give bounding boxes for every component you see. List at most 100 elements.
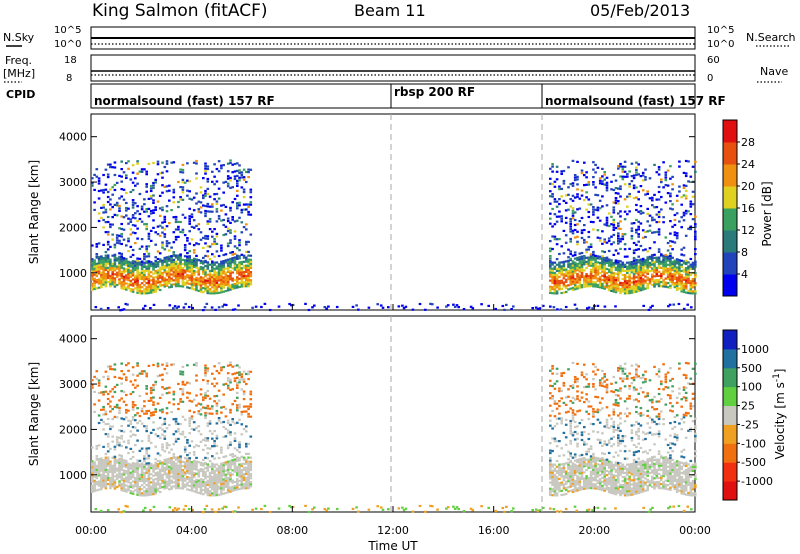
velocity-cell <box>206 389 210 392</box>
power-cell <box>562 269 566 272</box>
power-cell <box>125 276 128 279</box>
power-cell <box>648 177 652 180</box>
power-cell <box>127 283 130 286</box>
velocity-cell <box>578 480 582 483</box>
power-cell <box>220 262 223 265</box>
velocity-cell <box>158 460 162 463</box>
velocity-cell <box>104 453 108 456</box>
velocity-cell <box>549 459 552 462</box>
velocity-cell <box>131 418 135 421</box>
power-cell <box>199 282 203 285</box>
velocity-cell <box>140 467 144 470</box>
power-cell <box>208 284 212 287</box>
power-cell <box>195 242 198 245</box>
power-cell <box>657 283 661 286</box>
velocity-cell <box>140 488 144 491</box>
power-cell <box>614 278 618 282</box>
power-cell <box>564 241 568 244</box>
velocity-cell <box>569 432 572 435</box>
power-cell <box>109 262 112 265</box>
velocity-cell <box>188 417 191 420</box>
power-cell <box>95 287 99 290</box>
velocity-cell <box>549 462 552 465</box>
power-cell <box>603 223 606 226</box>
velocity-cell <box>136 477 139 480</box>
power-cell <box>560 245 563 248</box>
velocity-cell <box>229 478 232 481</box>
power-cell <box>177 274 180 277</box>
power-cell <box>118 204 121 207</box>
power-cell <box>109 188 112 191</box>
power-cell <box>158 274 162 277</box>
power-cell <box>607 280 611 284</box>
velocity-cell <box>122 479 126 482</box>
velocity-cell <box>238 371 241 374</box>
power-cell <box>585 262 588 265</box>
power-cell <box>664 259 668 262</box>
velocity-cell <box>168 391 171 394</box>
velocity-cell <box>576 458 579 461</box>
velocity-cell <box>190 479 194 482</box>
power-cell <box>549 190 552 193</box>
velocity-cell <box>238 381 241 384</box>
power-cell <box>569 259 572 262</box>
power-cell <box>596 285 600 288</box>
velocity-cell <box>188 462 191 465</box>
velocity-cell <box>560 469 563 472</box>
power-cell <box>621 284 625 287</box>
velocity-cell <box>549 449 552 452</box>
power-cell <box>603 183 606 186</box>
power-cell <box>675 262 679 265</box>
velocity-cell <box>204 396 207 400</box>
velocity-cell <box>211 480 214 483</box>
power-cell <box>610 265 613 268</box>
velocity-cell <box>145 467 148 470</box>
velocity-cell <box>236 486 239 489</box>
power-cell <box>242 277 246 280</box>
velocity-cell <box>217 493 221 496</box>
power-cell <box>109 274 112 278</box>
power-cell <box>589 276 593 280</box>
power-cell <box>623 278 627 281</box>
power-cell <box>635 186 638 189</box>
power-cell <box>127 160 130 163</box>
power-cell <box>152 268 155 271</box>
power-cell <box>222 260 225 263</box>
power-cell <box>580 194 584 197</box>
power-cell <box>149 262 153 266</box>
power-cell <box>229 272 232 275</box>
power-cell <box>569 240 572 243</box>
power-cell <box>671 279 674 282</box>
power-cell <box>91 276 94 279</box>
power-cell <box>233 235 237 238</box>
velocity-cell <box>229 486 232 489</box>
power-cell <box>120 260 123 263</box>
velocity-cell <box>238 451 241 454</box>
power-cell <box>637 163 640 166</box>
velocity-cell <box>113 463 117 466</box>
power-cell <box>211 203 214 206</box>
power-cell <box>215 279 219 282</box>
velocity-cell <box>238 418 241 421</box>
power-cell <box>192 209 196 212</box>
power-cell <box>678 275 681 278</box>
velocity-cell <box>136 491 139 494</box>
velocity-cell <box>134 386 137 389</box>
velocity-cell <box>242 428 246 431</box>
velocity-cell <box>553 473 557 477</box>
velocity-cell <box>111 418 114 421</box>
power-cell <box>186 282 189 285</box>
power-cell <box>208 280 212 283</box>
power-cell <box>249 273 253 276</box>
power-cell <box>97 258 101 261</box>
velocity-cell <box>174 430 178 433</box>
velocity-cell <box>118 411 121 414</box>
power-cell <box>578 258 582 261</box>
power-cell <box>122 228 126 231</box>
power-cell <box>601 250 604 253</box>
velocity-cell <box>136 493 139 496</box>
velocity-cell <box>192 411 196 414</box>
power-cell <box>222 181 225 184</box>
velocity-cell <box>555 480 559 483</box>
power-cell <box>666 192 670 195</box>
